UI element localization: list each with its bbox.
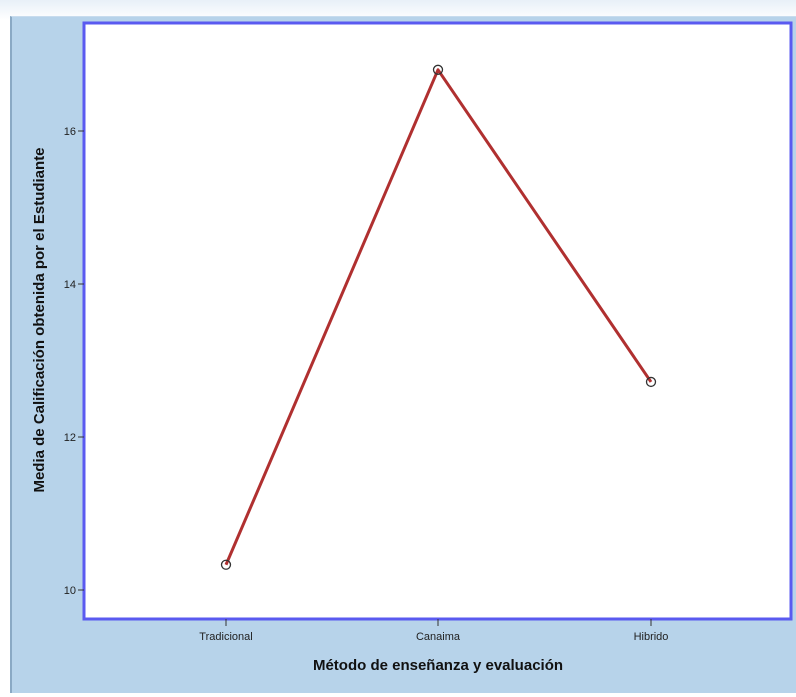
plot-area (82, 21, 793, 621)
y-tick-label: 14 (64, 279, 76, 291)
y-tick-label: 16 (64, 126, 76, 138)
data-point (645, 376, 657, 388)
series-line (224, 68, 653, 566)
y-tick-label: 10 (64, 585, 76, 597)
series-line-group (220, 64, 657, 570)
data-point (220, 559, 232, 570)
x-tick-label: Tradicional (199, 631, 252, 643)
x-tick-label: Hibrido (634, 631, 669, 643)
x-axis-title: Método de enseñanza y evaluación (313, 657, 563, 674)
x-axis: Tradicional Canaima Hibrido (199, 619, 668, 643)
data-point (432, 64, 444, 75)
y-axis: 10 12 14 16 (64, 126, 84, 597)
y-tick-label: 12 (64, 432, 76, 444)
x-tick-label: Canaima (416, 631, 461, 643)
y-axis-title: Media de Calificación obtenida por el Es… (31, 147, 48, 492)
